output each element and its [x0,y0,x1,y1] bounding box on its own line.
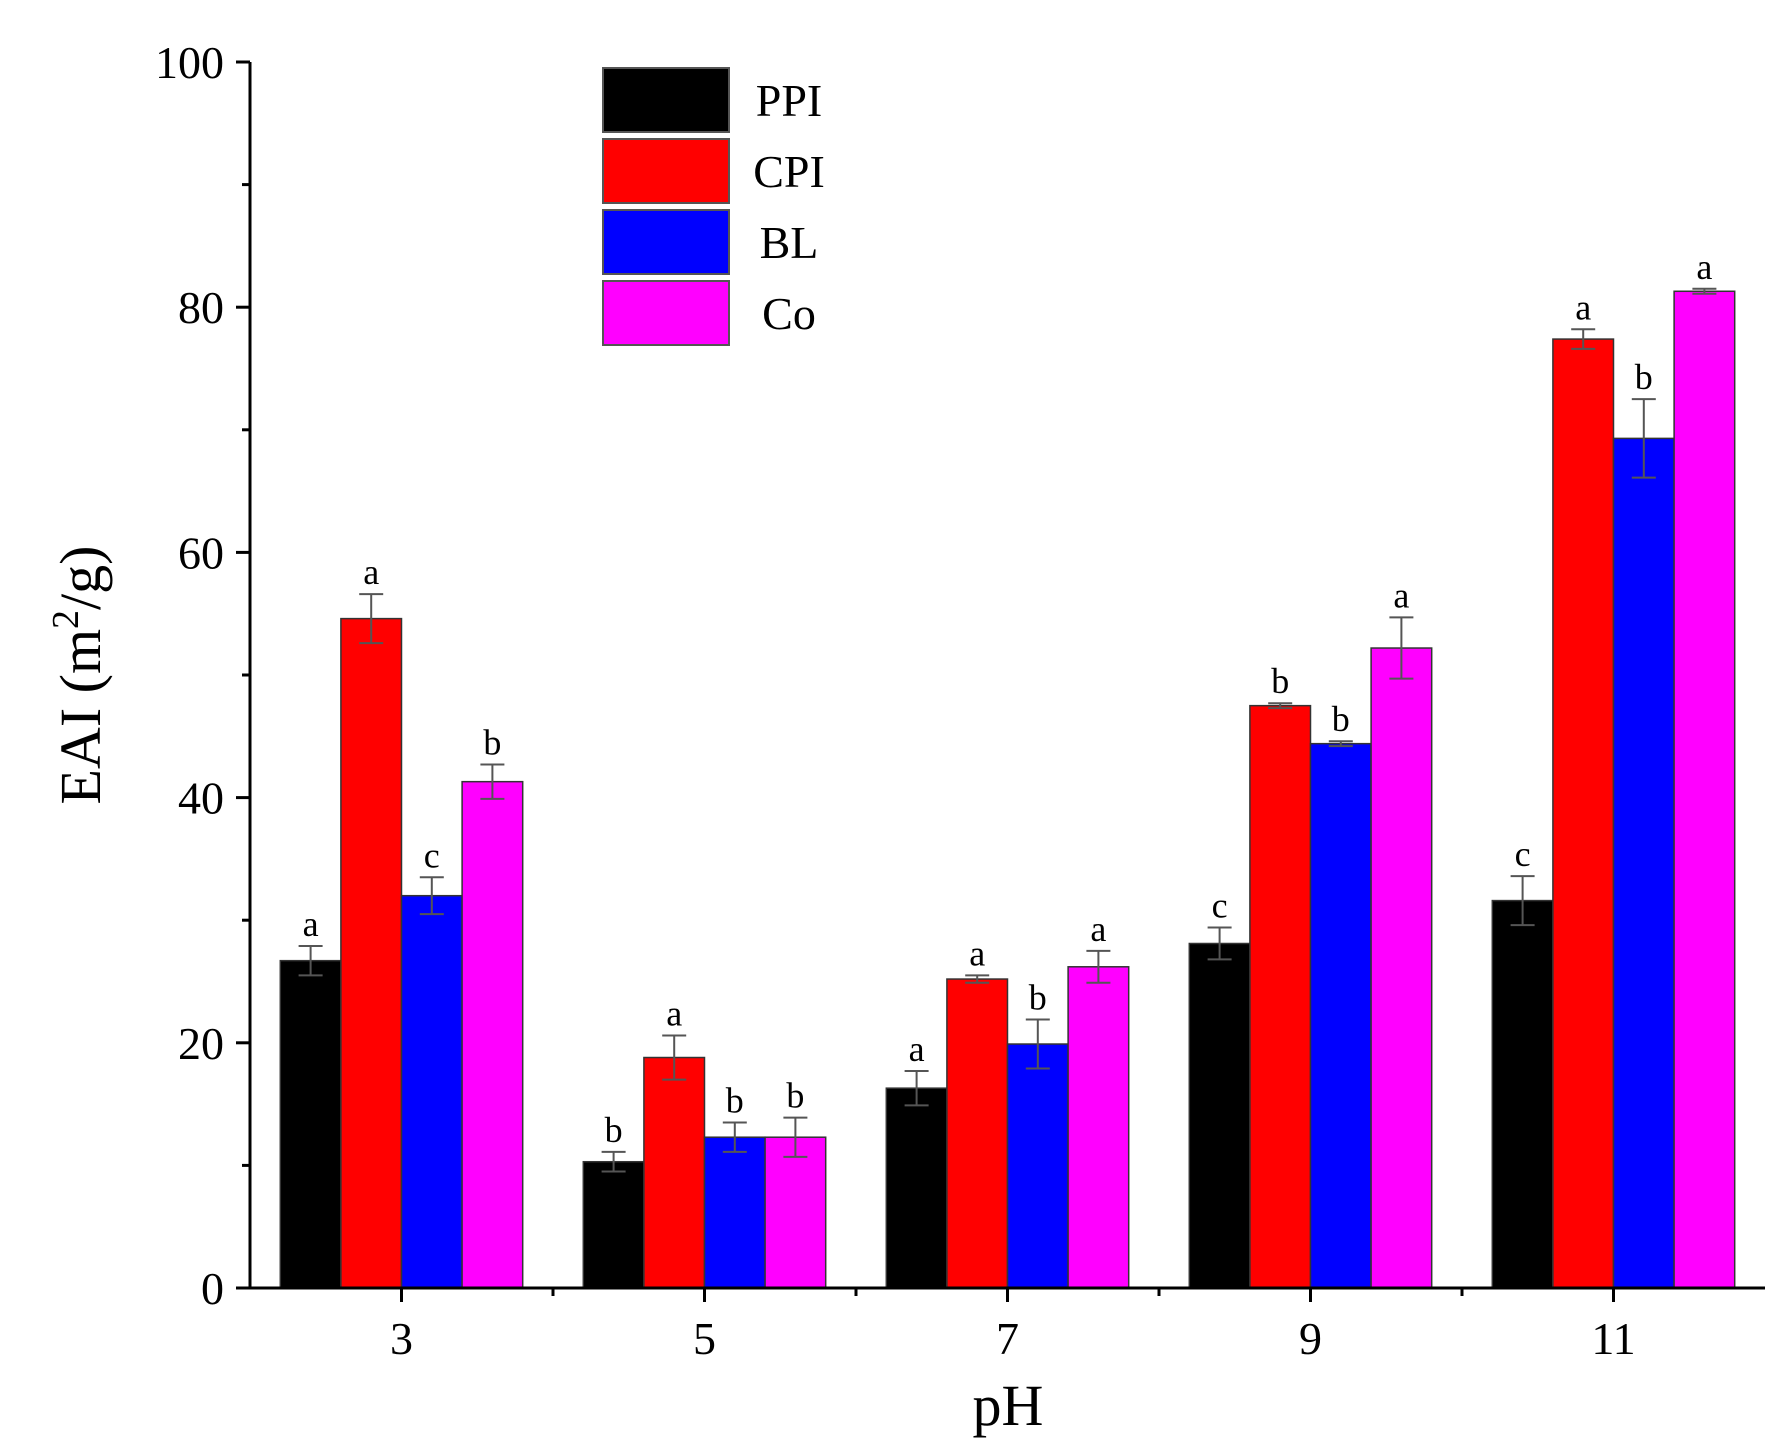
y-axis-title: EAI (m2/g) [45,546,113,805]
bar-bl-ph-7 [1006,1043,1069,1289]
significance-label: a [363,552,379,592]
bar-ppi-ph-7 [885,1087,948,1289]
y-tick-label: 80 [178,282,224,333]
significance-label: c [1515,834,1531,874]
bar-cpi-ph-11 [1552,338,1615,1289]
legend: PPI CPI BL Co [602,67,825,346]
bar-ppi-ph-5 [582,1160,645,1289]
significance-label: a [1090,909,1106,949]
significance-label: a [969,933,985,973]
y-tick-label: 60 [178,527,224,578]
bar-bl-ph-9 [1309,742,1372,1289]
legend-label-co: Co [762,288,816,339]
significance-label: b [1029,978,1047,1018]
y-tick-label: 20 [178,1018,224,1069]
x-tick-label: 11 [1591,1313,1635,1364]
significance-label: c [1212,886,1228,926]
significance-label: b [1332,699,1350,739]
significance-label: a [666,993,682,1033]
bar-bl-ph-5 [703,1136,766,1289]
legend-swatch-bl [602,209,730,275]
y-axis-ticks: 0 20 40 60 80 100 [155,37,250,1314]
bar-co-ph-5 [764,1136,827,1289]
legend-swatch-ppi [602,67,730,133]
x-tick-label: 9 [1299,1313,1322,1364]
y-tick-label: 0 [201,1263,224,1314]
bar-cpi-ph-9 [1249,704,1312,1289]
x-tick-label: 3 [390,1313,413,1364]
significance-label: a [303,904,319,944]
significance-label: b [605,1110,623,1150]
significance-label: b [1635,357,1653,397]
bar-co-ph-7 [1067,966,1130,1289]
significance-label: c [424,835,440,875]
significance-label: b [483,722,501,762]
bar-co-ph-11 [1673,290,1736,1289]
x-axis-title: pH [973,1373,1044,1438]
bar-ppi-ph-9 [1188,942,1251,1289]
y-tick-label: 40 [178,773,224,824]
significance-label: a [1696,247,1712,287]
bar-ppi-ph-11 [1491,899,1554,1289]
legend-swatch-co [602,280,730,346]
significance-label: b [1271,661,1289,701]
legend-label-bl: BL [760,217,819,268]
significance-label: b [726,1080,744,1120]
bar-cpi-ph-5 [643,1056,706,1289]
legend-label-cpi: CPI [753,146,825,197]
bar-co-ph-3 [461,780,524,1289]
significance-label: b [786,1076,804,1116]
bar-bl-ph-11 [1612,437,1675,1289]
x-tick-label: 7 [996,1313,1019,1364]
significance-label: a [1393,575,1409,615]
legend-swatch-cpi [602,138,730,204]
significance-label: a [909,1029,925,1069]
legend-label-ppi: PPI [756,75,822,126]
bar-cpi-ph-7 [946,978,1009,1289]
significance-label: a [1575,287,1591,327]
x-tick-label: 5 [693,1313,716,1364]
y-tick-label: 100 [155,37,224,88]
plot-area: a a c b b a b b a a b a c b b a c a b a [279,247,1736,1289]
bar-ppi-ph-3 [279,959,342,1289]
bar-cpi-ph-3 [340,617,403,1289]
bar-bl-ph-3 [400,894,463,1289]
bar-co-ph-9 [1370,647,1433,1289]
x-axis-ticks: 3 5 7 9 11 [390,1288,1636,1364]
